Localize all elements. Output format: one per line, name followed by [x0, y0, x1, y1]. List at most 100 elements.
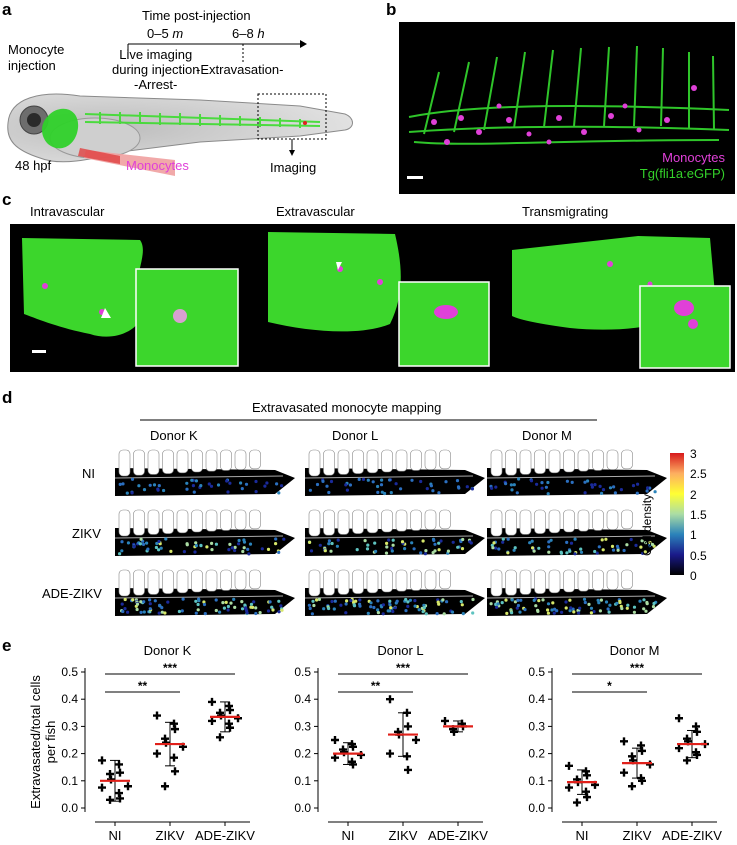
- data-point: [107, 775, 115, 784]
- y-tick-label: 0.2: [61, 747, 78, 761]
- donor-m-column: Donor M: [522, 428, 572, 443]
- data-point: [331, 753, 339, 762]
- legend-vessels: Tg(fli1a:eGFP): [639, 166, 725, 181]
- colorbar: [670, 453, 684, 575]
- hpf-label: 48 hpf: [15, 158, 52, 173]
- colorbar-tick-label: 2.5: [690, 467, 707, 482]
- dot-plot-0: Donor K 0.0 0.1 0.2 0.3 0.4 0.5 NI ZIKV ADE-ZIKV *…: [61, 643, 255, 843]
- zebrafish-illustration: [7, 93, 353, 176]
- data-point: [161, 782, 169, 791]
- data-point: [404, 765, 412, 774]
- data-point: [441, 716, 449, 725]
- dot-plot-2: Donor M 0.0 0.1 0.2 0.3 0.4 0.5 NI ZIKV ADE-ZIKV *…: [528, 643, 722, 843]
- data-point: [331, 736, 339, 744]
- chart-title: Donor M: [610, 643, 660, 658]
- panel-e-letter: e: [2, 636, 12, 655]
- data-point: [226, 723, 234, 732]
- data-point: [217, 711, 225, 720]
- significance-label: ***: [396, 661, 410, 675]
- data-point: [116, 768, 124, 777]
- data-point: [573, 798, 581, 807]
- significance-label: ***: [630, 661, 644, 675]
- extravasation-label: -Extravasation-: [196, 62, 284, 77]
- significance-label: *: [607, 679, 612, 693]
- data-point: [124, 782, 132, 791]
- y-tick-label: 0.4: [61, 692, 78, 706]
- significance-label: ***: [163, 661, 177, 675]
- data-point: [98, 756, 106, 765]
- data-point: [386, 749, 394, 758]
- imaging-label: Imaging: [270, 160, 317, 175]
- significance-label: **: [371, 679, 381, 693]
- data-point: [693, 727, 701, 736]
- y-tick-label: 0.5: [61, 665, 78, 679]
- x-tick-label: ZIKV: [156, 828, 185, 843]
- legend-monocytes: Monocytes: [662, 150, 725, 165]
- data-point: [340, 748, 348, 757]
- y-tick-label: 0.3: [528, 719, 545, 733]
- chart-title: Donor L: [377, 643, 423, 658]
- dot-plot-1: Donor L 0.0 0.1 0.2 0.3 0.4 0.5 NI ZIKV ADE-ZIKV *…: [294, 643, 488, 843]
- x-tick-label: ADE-ZIKV: [195, 828, 255, 843]
- donor-k-column: Donor K: [150, 428, 198, 443]
- y-tick-label: 0.5: [528, 665, 545, 679]
- donor-l-column: Donor L: [332, 428, 379, 443]
- monocyte-injection-label: Monocyte injection: [8, 42, 65, 73]
- colorbar-tick-label: 2: [690, 487, 697, 502]
- data-point: [349, 742, 357, 751]
- colorbar-tick-label: 3: [690, 447, 697, 461]
- data-point: [171, 767, 179, 776]
- panel-c-letter: c: [2, 190, 12, 209]
- row-zikv: ZIKV: [72, 526, 101, 541]
- data-point: [404, 722, 412, 731]
- y-tick-label: 0.1: [528, 774, 545, 788]
- panel-d-letter: d: [2, 388, 13, 407]
- panel-b-letter: b: [386, 0, 397, 19]
- vasculature-micrograph: Monocytes Tg(fli1a:eGFP): [399, 22, 735, 194]
- y-tick-label: 0.0: [61, 801, 78, 815]
- data-point: [565, 783, 573, 792]
- panel-a-letter: a: [2, 0, 12, 19]
- x-tick-label: ZIKV: [389, 828, 418, 843]
- data-point: [583, 771, 591, 780]
- y-tick-label: 0.4: [528, 692, 545, 706]
- data-point: [170, 753, 178, 762]
- y-tick-label: 0.2: [294, 747, 311, 761]
- timeline-title: Time post-injection: [142, 8, 251, 23]
- data-point: [115, 760, 123, 769]
- live-imaging-label: Live imaging during injection -Arrest-: [112, 47, 200, 92]
- data-point: [620, 737, 628, 746]
- data-point: [675, 714, 683, 723]
- data-point: [386, 695, 394, 704]
- data-point: [162, 738, 170, 747]
- mapping-header: Extravasated monocyte mapping: [252, 400, 442, 415]
- colorbar-tick-label: 0.5: [690, 548, 707, 563]
- x-tick-label: ZIKV: [623, 828, 652, 843]
- data-point: [628, 782, 636, 791]
- data-point: [412, 736, 420, 744]
- data-point: [646, 760, 654, 769]
- data-point: [620, 768, 628, 777]
- data-point: [208, 716, 216, 725]
- data-point: [565, 761, 573, 770]
- y-tick-label: 0.5: [294, 665, 311, 679]
- y-tick-label: 0.2: [528, 747, 545, 761]
- data-point: [153, 749, 161, 758]
- colorbar-tick-label: 1: [690, 528, 697, 543]
- row-ade-zikv: ADE-ZIKV: [42, 586, 102, 601]
- data-point: [153, 711, 161, 720]
- x-tick-label: ADE-ZIKV: [662, 828, 722, 843]
- y-tick-label: 0.3: [294, 719, 311, 733]
- data-point: [98, 783, 106, 792]
- significance-label: **: [138, 679, 148, 693]
- data-point: [208, 697, 216, 706]
- data-point: [675, 744, 683, 753]
- data-point: [106, 795, 114, 804]
- micrograph-row: [10, 224, 735, 372]
- data-point: [226, 706, 234, 715]
- x-tick-label: NI: [109, 828, 122, 843]
- y-tick-label: 0.0: [294, 801, 311, 815]
- x-tick-label: NI: [342, 828, 355, 843]
- colorbar-tick-label: 1.5: [690, 508, 707, 522]
